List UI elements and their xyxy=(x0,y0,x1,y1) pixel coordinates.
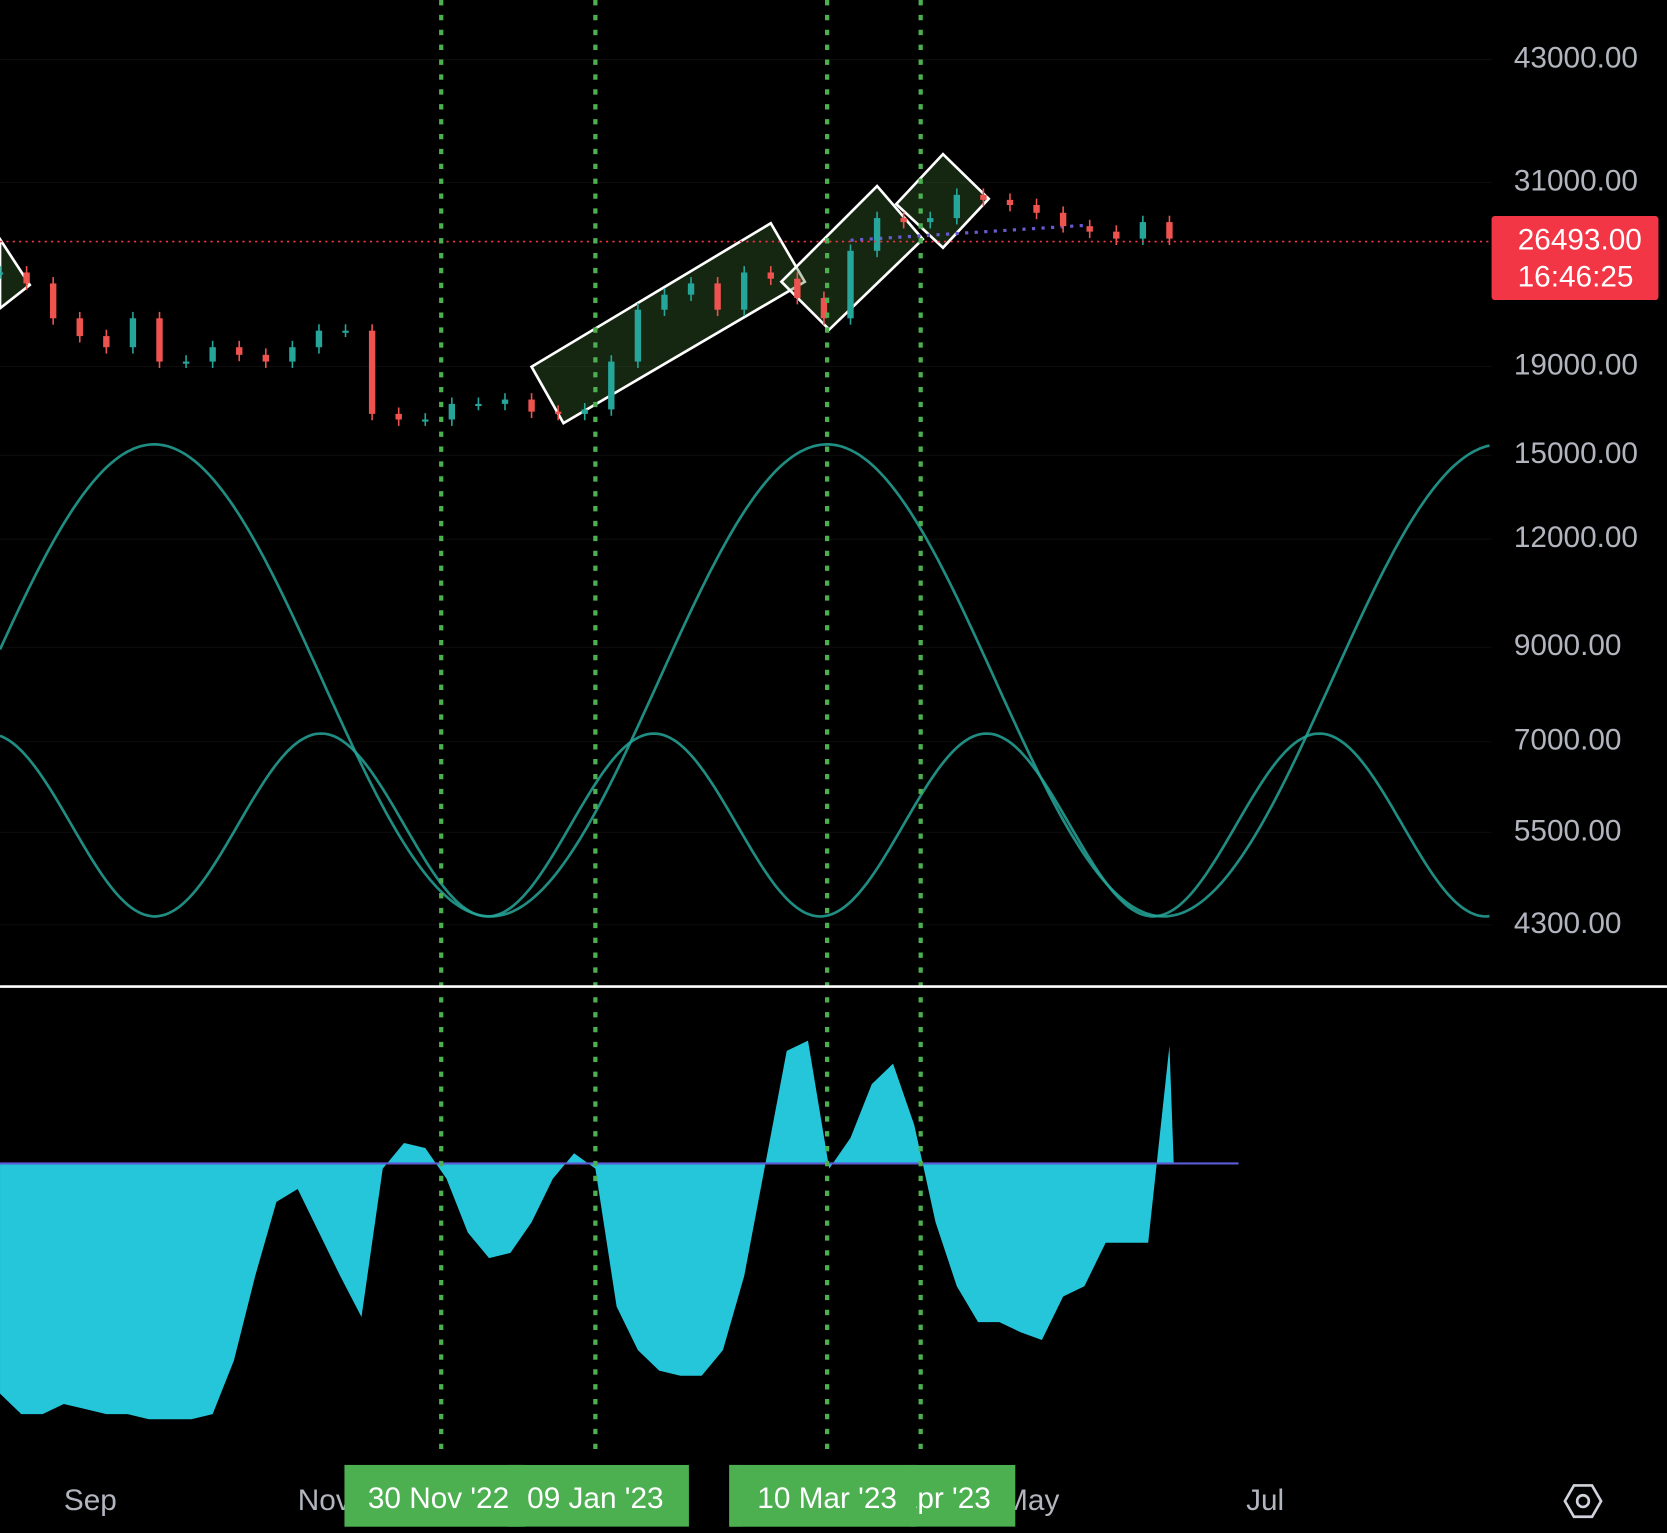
candle xyxy=(129,318,137,348)
bar-countdown: 16:46:25 xyxy=(1518,261,1634,294)
price-axis-label: 7000.00 xyxy=(1514,724,1622,757)
price-axis-label: 12000.00 xyxy=(1514,521,1638,554)
candle xyxy=(448,403,456,420)
candle xyxy=(76,318,83,337)
candle xyxy=(342,330,349,333)
time-axis-label: Nov xyxy=(298,1484,351,1517)
candle xyxy=(554,411,562,414)
candle xyxy=(820,297,828,319)
candle xyxy=(289,347,296,362)
candle xyxy=(182,361,190,364)
candle xyxy=(953,194,961,219)
candle xyxy=(422,419,429,422)
candle xyxy=(315,330,323,348)
candle xyxy=(847,250,854,319)
oscillator-area xyxy=(0,1040,1174,1420)
settings-icon xyxy=(1563,1484,1603,1519)
cycle-date-box xyxy=(508,1464,689,1527)
candle xyxy=(1059,212,1067,227)
price-axis-label: 9000.00 xyxy=(1514,629,1622,662)
candle xyxy=(741,272,748,310)
last-price-tag xyxy=(1491,216,1659,301)
candle xyxy=(368,330,376,414)
candle xyxy=(873,218,881,251)
price-axis-label: 43000.00 xyxy=(1514,41,1638,74)
cycle-date-label: 30 Nov '22 xyxy=(368,1482,509,1515)
candle xyxy=(1086,226,1093,232)
candle xyxy=(236,347,243,355)
candle xyxy=(1139,222,1147,239)
cycle-date-box xyxy=(729,1464,743,1527)
price-axis-label: 15000.00 xyxy=(1514,437,1638,470)
cycle-date-label: 09 Jan '23 xyxy=(527,1482,663,1515)
trend-box xyxy=(529,221,807,425)
candle xyxy=(1006,199,1014,205)
candle xyxy=(661,294,668,310)
candle xyxy=(209,347,216,362)
candle xyxy=(103,336,110,348)
settings-button[interactable] xyxy=(1563,1484,1603,1519)
cycle-curve xyxy=(0,443,1490,918)
projection-line xyxy=(850,223,1085,242)
candle xyxy=(262,354,269,362)
candle xyxy=(1113,231,1120,239)
candle xyxy=(1166,222,1173,239)
candle xyxy=(49,283,57,319)
candle xyxy=(23,272,30,284)
candle xyxy=(980,194,987,200)
cycle-date-box xyxy=(508,1464,521,1527)
candle xyxy=(687,283,695,295)
candle xyxy=(581,409,588,414)
candle xyxy=(900,218,907,223)
last-price-label: 26493.00 xyxy=(1518,223,1642,256)
price-axis-label: 5500.00 xyxy=(1514,814,1622,847)
candle xyxy=(634,309,642,362)
cycle-curve xyxy=(0,732,1490,918)
cycle-date-box xyxy=(910,1464,1016,1527)
price-axis-label: 4300.00 xyxy=(1514,907,1622,940)
price-axis-label: 31000.00 xyxy=(1514,164,1638,197)
candle xyxy=(501,399,509,404)
candle xyxy=(156,318,163,362)
time-axis-label: Jul xyxy=(1246,1484,1284,1517)
cycle-date-box xyxy=(729,1464,917,1527)
candle xyxy=(1033,204,1040,213)
candle xyxy=(927,218,934,223)
candle xyxy=(395,413,402,420)
cycle-date-label: 10 Mar '23 xyxy=(757,1482,897,1515)
candle xyxy=(767,272,774,279)
candle xyxy=(794,278,801,298)
cycle-date-box xyxy=(344,1464,526,1527)
candle xyxy=(608,361,615,410)
settings-icon-center xyxy=(1575,1493,1591,1509)
candle xyxy=(0,272,4,275)
candle xyxy=(714,283,721,310)
time-axis-label: Sep xyxy=(64,1484,117,1517)
candle xyxy=(528,399,535,412)
candle xyxy=(475,403,482,407)
price-axis-label: 19000.00 xyxy=(1514,348,1638,381)
